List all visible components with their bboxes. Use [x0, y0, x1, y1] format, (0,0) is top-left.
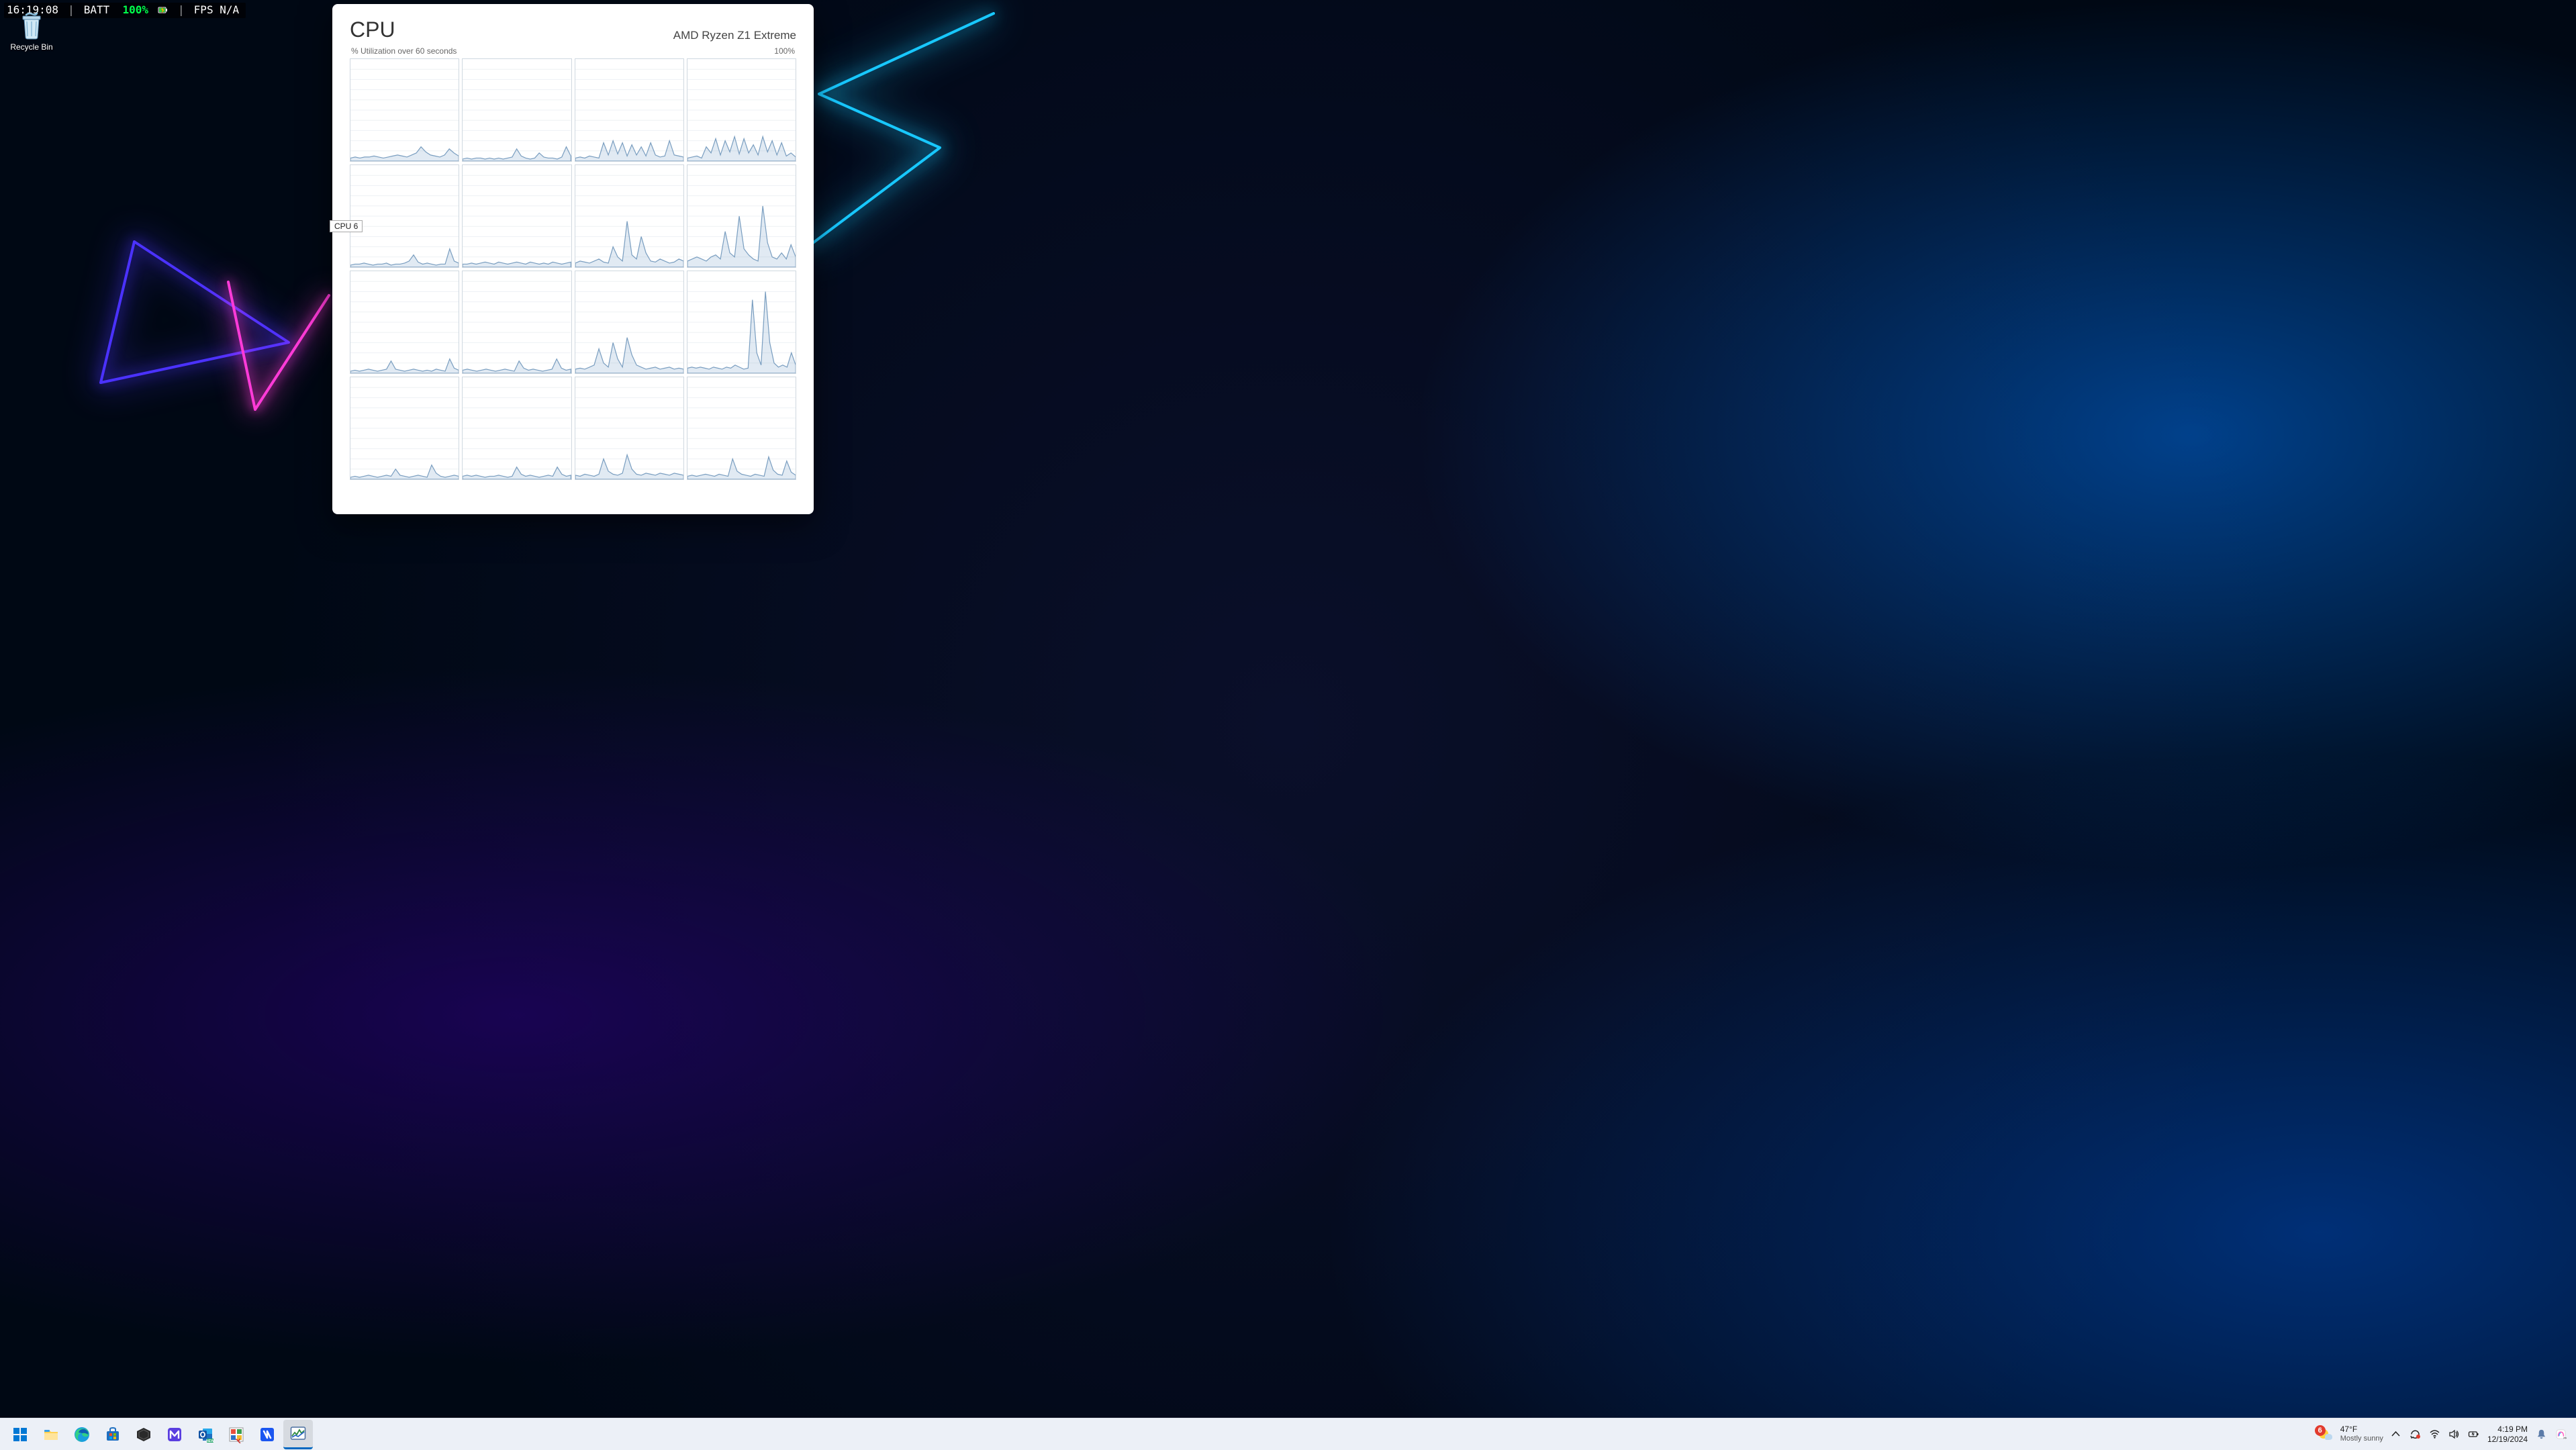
cpu-core-cell-1[interactable]	[462, 58, 571, 162]
cpu-core-cell-13[interactable]	[462, 377, 571, 480]
recycle-bin-label: Recycle Bin	[10, 42, 52, 52]
cpu-core-cell-3[interactable]	[687, 58, 796, 162]
file-explorer-button[interactable]	[36, 1421, 66, 1448]
cpu-core-cell-8[interactable]	[350, 271, 459, 374]
taskmgr-subtitle-left: % Utilization over 60 seconds	[351, 46, 457, 56]
svg-text:PRE: PRE	[2563, 1437, 2567, 1440]
taskbar-pinned-apps: NEW	[5, 1420, 313, 1449]
cpu-core-cell-6[interactable]	[575, 164, 684, 268]
cpu-core-cell-11[interactable]	[687, 271, 796, 374]
weather-badge: 6	[2315, 1425, 2326, 1436]
notifications-button[interactable]	[2536, 1429, 2547, 1440]
cpu-core-cell-2[interactable]	[575, 58, 684, 162]
ms-store-button[interactable]	[98, 1421, 128, 1448]
system-tray: 4:19 PM 12/19/2024 PRE	[2390, 1424, 2571, 1444]
cpu-core-cell-14[interactable]	[575, 377, 684, 480]
cpu-core-cell-9[interactable]	[462, 271, 571, 374]
taskmgr-processor-name: AMD Ryzen Z1 Extreme	[673, 29, 796, 42]
trash-icon	[17, 12, 46, 40]
armoury-crate-button[interactable]	[129, 1421, 158, 1448]
recycle-bin-icon[interactable]: Recycle Bin	[5, 12, 58, 52]
taskmgr-subtitle-right: 100%	[774, 46, 795, 56]
start-button[interactable]	[5, 1421, 35, 1448]
wifi-icon[interactable]	[2429, 1429, 2440, 1440]
cpu-core-cell-12[interactable]	[350, 377, 459, 480]
snip-button[interactable]	[222, 1421, 251, 1448]
weather-widget[interactable]: 6 47°F Mostly sunny	[2309, 1422, 2390, 1447]
app-m-button[interactable]	[160, 1421, 189, 1448]
cpu-tooltip: CPU 6	[330, 220, 363, 232]
task-manager-window[interactable]: CPU AMD Ryzen Z1 Extreme % Utilization o…	[332, 4, 814, 514]
battery-charging-icon	[158, 5, 169, 15]
taskbar-clock[interactable]: 4:19 PM 12/19/2024	[2487, 1424, 2528, 1444]
volume-icon[interactable]	[2448, 1429, 2460, 1440]
cpu-core-cell-5[interactable]	[462, 164, 571, 268]
outlook-button[interactable]: NEW	[191, 1421, 220, 1448]
weather-temp: 47°F	[2340, 1425, 2383, 1435]
cpu-core-cell-10[interactable]	[575, 271, 684, 374]
overlay-batt-label: BATT	[84, 3, 110, 16]
clock-time: 4:19 PM	[2497, 1424, 2528, 1434]
onedrive-sync-icon[interactable]	[2410, 1429, 2421, 1440]
cpu-core-grid[interactable]	[350, 58, 796, 480]
weather-icon: 6	[2316, 1425, 2335, 1444]
copilot-button[interactable]: PRE	[2555, 1429, 2567, 1440]
taskmgr-title: CPU	[350, 17, 395, 42]
svg-text:NEW: NEW	[206, 1439, 214, 1443]
battery-tray-icon[interactable]	[2468, 1429, 2479, 1440]
overlay-batt-value: 100%	[123, 3, 149, 16]
overlay-fps-label: FPS N/A	[194, 3, 239, 16]
taskbar[interactable]: NEW 6 47°F Mostly sunny 4:19 PM	[0, 1418, 2576, 1450]
edge-button[interactable]	[67, 1421, 97, 1448]
task-manager-button[interactable]	[283, 1420, 313, 1449]
tray-overflow-button[interactable]	[2390, 1429, 2401, 1440]
cpu-core-cell-4[interactable]	[350, 164, 459, 268]
cpu-core-cell-0[interactable]	[350, 58, 459, 162]
cpu-core-cell-7[interactable]	[687, 164, 796, 268]
wondershare-button[interactable]	[252, 1421, 282, 1448]
cpu-core-cell-15[interactable]	[687, 377, 796, 480]
clock-date: 12/19/2024	[2487, 1435, 2528, 1444]
weather-condition: Mostly sunny	[2340, 1435, 2383, 1443]
